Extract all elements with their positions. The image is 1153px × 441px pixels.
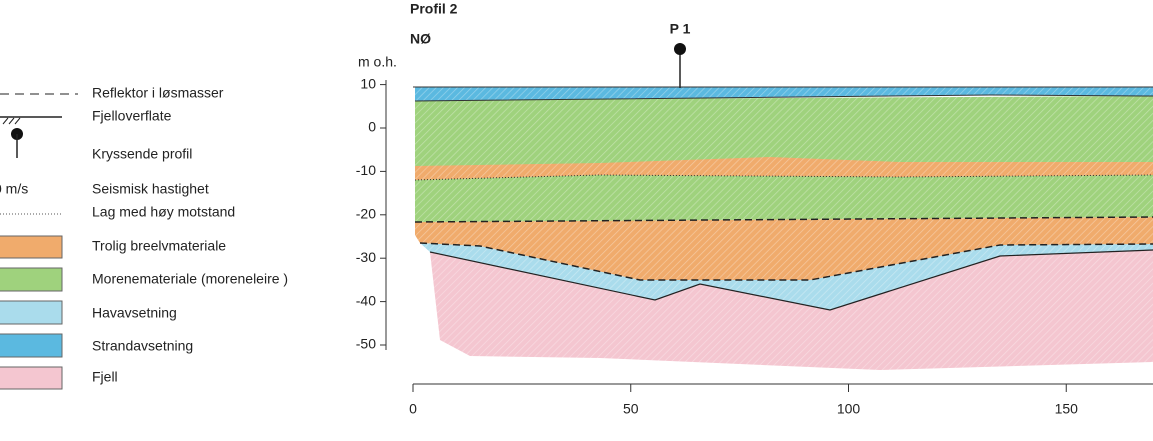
legend-swatch [0,334,62,357]
y-axis-label: m o.h. [358,54,397,70]
legend-label: Fjell [92,369,118,385]
legend-swatch [0,236,62,258]
legend-velocity: 0 m/s [0,181,28,197]
legend-label: Reflektor i løsmasser [92,85,224,101]
y-tick-label: 0 [368,119,376,135]
legend-swatch [0,268,62,291]
legend-label: Fjelloverflate [92,108,172,124]
profile-marker-label: P 1 [670,21,691,37]
x-tick-label: 50 [623,401,639,417]
legend-label: Lag med høy motstand [92,204,235,220]
x-tick-label: 0 [409,401,417,417]
legend-label: Seismisk hastighet [92,181,209,197]
direction: NØ [410,31,431,47]
legend-swatch [0,367,62,389]
legend: Reflektor i løsmasser Fjelloverflate Kryss… [92,85,288,385]
legend-label: Strandavsetning [92,338,193,354]
legend-symbols [0,94,78,389]
y-tick-label: -30 [356,249,376,265]
y-tick-label: -10 [356,162,376,178]
layers [413,43,1153,386]
x-tick-label: 100 [837,401,861,417]
legend-hatch [3,118,20,124]
legend-label: Havavsetning [92,305,177,321]
legend-label: Morenemateriale (moreneleire ) [92,271,288,287]
x-tick-label: 150 [1055,401,1079,417]
profile-figure: Profil 2 NØ P 1 m o.h. 100-10-20-30-40-5… [0,0,1153,441]
y-tick-label: -50 [356,336,376,352]
hatching [413,86,1153,386]
marker-head [674,43,686,55]
legend-label: Trolig breelvmateriale [92,238,226,254]
title: Profil 2 [410,1,458,17]
y-tick-label: 10 [360,75,376,91]
y-tick-label: -20 [356,206,376,222]
legend-swatch [0,301,62,324]
y-tick-label: -40 [356,292,376,308]
legend-label: Kryssende profil [92,146,192,162]
